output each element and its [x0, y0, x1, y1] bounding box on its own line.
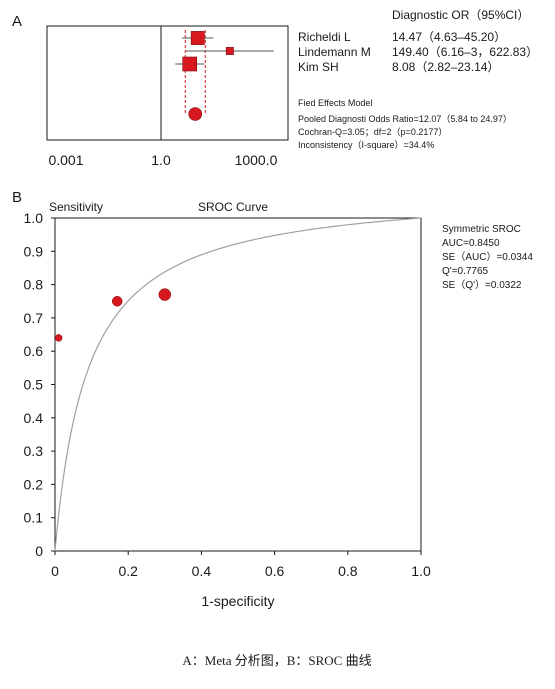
- sroc-study-point: [54, 334, 63, 342]
- forest-marks: [175, 30, 274, 121]
- x-tick-label: 0.8: [338, 563, 358, 579]
- x-tick-label: 0: [51, 563, 59, 579]
- forest-x-tick-label: 0.001: [48, 152, 83, 168]
- y-tick-label: 0.5: [24, 377, 44, 393]
- x-tick-label: 0.6: [265, 563, 285, 579]
- forest-table-header: Diagnostic OR（95%CI）: [392, 8, 529, 22]
- inconsistency-text: Inconsistency（I-square）=34.4%: [298, 140, 434, 150]
- sroc-stats-title: Symmetric SROC: [442, 224, 521, 235]
- study-name: Richeldi L: [298, 30, 351, 44]
- y-tick-label: 0: [35, 543, 43, 559]
- panel-a-label: A: [12, 13, 22, 30]
- forest-x-tick-label: 1000.0: [235, 152, 278, 168]
- forest-x-tick-label: 1.0: [151, 152, 171, 168]
- q-star-text: Q'=0.7765: [442, 266, 489, 277]
- y-tick-label: 1.0: [24, 210, 44, 226]
- y-axis-title: Sensitivity: [49, 200, 103, 214]
- x-tick-label: 0.2: [118, 563, 138, 579]
- y-tick-label: 0.9: [24, 243, 44, 259]
- panel-b-label: B: [12, 189, 22, 206]
- se-auc-text: SE（AUC）=0.0344: [442, 251, 533, 263]
- pooled-estimate-marker: [188, 107, 203, 121]
- x-tick-label: 0.4: [192, 563, 212, 579]
- sroc-curve: [54, 217, 422, 552]
- y-tick-label: 0.4: [24, 410, 44, 426]
- study-or: 149.40（6.16–3，622.83）: [392, 45, 538, 59]
- y-tick-label: 0.1: [24, 510, 44, 526]
- sroc-plot-frame: [54, 217, 422, 552]
- model-title: Fied Effects Model: [298, 98, 372, 108]
- sroc-study-point: [111, 296, 123, 307]
- sroc-study-point: [158, 288, 172, 301]
- y-tick-label: 0.2: [24, 476, 44, 492]
- study-point-marker: [182, 56, 198, 72]
- study-point-marker: [190, 31, 205, 45]
- x-tick-label: 1.0: [411, 563, 431, 579]
- study-or: 8.08（2.82–23.14）: [392, 60, 499, 74]
- forest-plot-frame: [46, 25, 289, 141]
- figure-caption: A：Meta 分析图，B：SROC 曲线: [182, 653, 371, 668]
- chart-title: SROC Curve: [198, 200, 268, 214]
- se-q-star-text: SE（Q'）=0.0322: [442, 279, 522, 291]
- pooled-or-text: Pooled Diagnosti Odds Ratio=12.07（5.84 t…: [298, 114, 512, 124]
- study-point-marker: [225, 47, 234, 55]
- x-axis-title: 1-specificity: [201, 593, 274, 609]
- study-name: Kim SH: [298, 60, 339, 74]
- y-tick-label: 0.7: [24, 310, 44, 326]
- study-name: Lindemann M: [298, 45, 371, 59]
- cochran-q-text: Cochran-Q=3.05；df=2（p=0.2177）: [298, 127, 447, 137]
- y-tick-label: 0.3: [24, 443, 44, 459]
- y-tick-label: 0.8: [24, 277, 44, 293]
- auc-text: AUC=0.8450: [442, 238, 500, 249]
- sroc-axis-ticks: [51, 217, 422, 555]
- y-tick-label: 0.6: [24, 343, 44, 359]
- study-or: 14.47（4.63–45.20）: [392, 30, 506, 44]
- sroc-points: [54, 288, 172, 342]
